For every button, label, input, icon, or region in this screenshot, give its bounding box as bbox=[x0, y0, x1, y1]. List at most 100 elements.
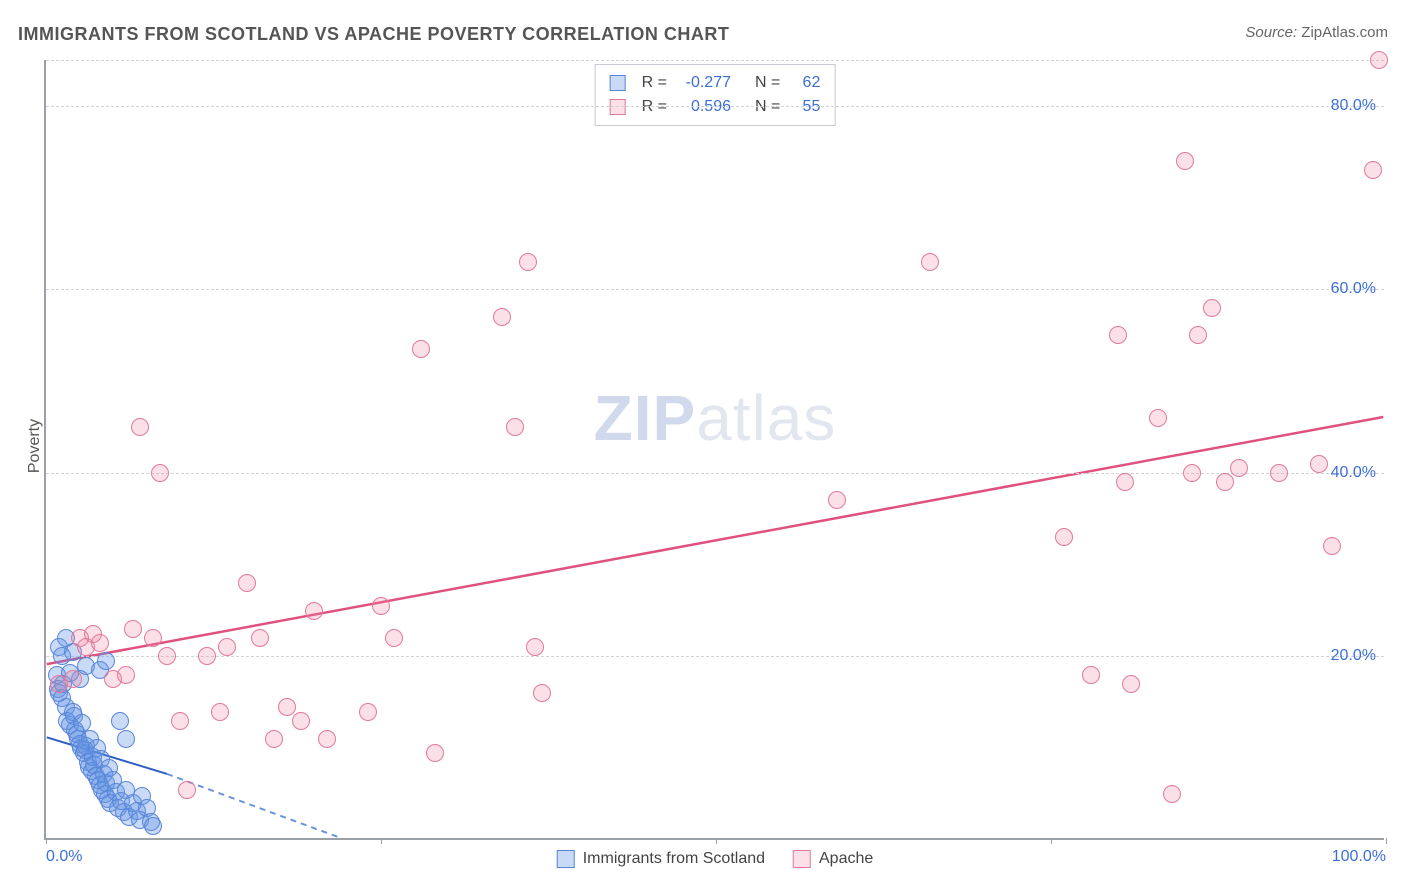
scotland-point bbox=[73, 714, 91, 732]
apache-point bbox=[171, 712, 189, 730]
gridline-h bbox=[46, 106, 1384, 107]
apache-point bbox=[117, 666, 135, 684]
apache-point bbox=[211, 703, 229, 721]
x-tick-mark bbox=[1386, 838, 1387, 844]
apache-point bbox=[372, 597, 390, 615]
apache-point bbox=[91, 634, 109, 652]
stats-legend-row: R = -0.277 N = 62 bbox=[610, 71, 821, 95]
gridline-h bbox=[46, 656, 1384, 657]
watermark-rest: atlas bbox=[696, 382, 836, 454]
x-tick-mark bbox=[381, 838, 382, 844]
y-tick-label: 60.0% bbox=[1331, 280, 1376, 298]
apache-point bbox=[506, 418, 524, 436]
apache-point bbox=[305, 602, 323, 620]
apache-point bbox=[1183, 464, 1201, 482]
series-legend: Immigrants from Scotland Apache bbox=[557, 850, 874, 868]
r-label: R = bbox=[642, 95, 667, 119]
apache-point bbox=[158, 647, 176, 665]
apache-point bbox=[178, 781, 196, 799]
apache-point bbox=[1216, 473, 1234, 491]
apache-point bbox=[533, 684, 551, 702]
y-tick-label: 80.0% bbox=[1331, 97, 1376, 115]
n-value: 62 bbox=[790, 71, 820, 95]
stats-legend-row: R = 0.596 N = 55 bbox=[610, 95, 821, 119]
series-legend-item: Apache bbox=[793, 850, 873, 868]
apache-point bbox=[1109, 326, 1127, 344]
apache-point bbox=[1310, 455, 1328, 473]
plot-area: ZIPatlas R =-0.277N =62R = 0.596N =55 Im… bbox=[44, 60, 1384, 840]
apache-point bbox=[526, 638, 544, 656]
apache-point bbox=[1203, 299, 1221, 317]
legend-swatch bbox=[793, 850, 811, 868]
n-label: N = bbox=[755, 71, 780, 95]
scotland-point bbox=[111, 712, 129, 730]
apache-point bbox=[412, 340, 430, 358]
apache-point bbox=[828, 491, 846, 509]
y-axis-label: Poverty bbox=[26, 419, 44, 473]
scotland-point bbox=[97, 652, 115, 670]
trend-lines-layer bbox=[46, 60, 1384, 838]
source-value: ZipAtlas.com bbox=[1301, 24, 1388, 41]
legend-swatch bbox=[610, 99, 626, 115]
apache-point bbox=[493, 308, 511, 326]
apache-point bbox=[1163, 785, 1181, 803]
apache-point bbox=[1122, 675, 1140, 693]
apache-point bbox=[151, 464, 169, 482]
apache-point bbox=[292, 712, 310, 730]
apache-point bbox=[1176, 152, 1194, 170]
n-label: N = bbox=[755, 95, 780, 119]
watermark-bold: ZIP bbox=[594, 382, 697, 454]
apache-point bbox=[1230, 459, 1248, 477]
apache-point bbox=[218, 638, 236, 656]
x-tick-label: 0.0% bbox=[46, 848, 82, 866]
chart-container: IMMIGRANTS FROM SCOTLAND VS APACHE POVER… bbox=[0, 0, 1406, 892]
series-legend-item: Immigrants from Scotland bbox=[557, 850, 765, 868]
r-value: -0.277 bbox=[677, 71, 731, 95]
apache-point bbox=[1364, 161, 1382, 179]
chart-title: IMMIGRANTS FROM SCOTLAND VS APACHE POVER… bbox=[18, 24, 729, 45]
x-tick-mark bbox=[46, 838, 47, 844]
trend-line bbox=[47, 417, 1384, 664]
x-tick-mark bbox=[716, 838, 717, 844]
source-attribution: Source: ZipAtlas.com bbox=[1245, 24, 1388, 41]
apache-point bbox=[1323, 537, 1341, 555]
apache-point bbox=[238, 574, 256, 592]
x-tick-mark bbox=[1051, 838, 1052, 844]
apache-point bbox=[426, 744, 444, 762]
gridline-h bbox=[46, 60, 1384, 61]
apache-point bbox=[1149, 409, 1167, 427]
gridline-h bbox=[46, 289, 1384, 290]
r-label: R = bbox=[642, 71, 667, 95]
x-tick-label: 100.0% bbox=[1332, 848, 1386, 866]
apache-point bbox=[1189, 326, 1207, 344]
apache-point bbox=[131, 418, 149, 436]
y-tick-label: 20.0% bbox=[1331, 647, 1376, 665]
apache-point bbox=[519, 253, 537, 271]
r-value: 0.596 bbox=[677, 95, 731, 119]
apache-point bbox=[144, 629, 162, 647]
apache-point bbox=[265, 730, 283, 748]
source-label: Source: bbox=[1245, 24, 1297, 41]
apache-point bbox=[1270, 464, 1288, 482]
apache-point bbox=[359, 703, 377, 721]
stats-legend: R = -0.277 N = 62 R = 0.596 N = 55 bbox=[595, 64, 836, 126]
legend-swatch bbox=[557, 850, 575, 868]
apache-point bbox=[251, 629, 269, 647]
apache-point bbox=[1370, 51, 1388, 69]
scotland-point bbox=[117, 730, 135, 748]
apache-point bbox=[385, 629, 403, 647]
watermark: ZIPatlas bbox=[594, 381, 837, 455]
series-legend-label: Apache bbox=[819, 850, 873, 868]
apache-point bbox=[1055, 528, 1073, 546]
apache-point bbox=[1116, 473, 1134, 491]
apache-point bbox=[198, 647, 216, 665]
apache-point bbox=[124, 620, 142, 638]
apache-point bbox=[921, 253, 939, 271]
apache-point bbox=[1082, 666, 1100, 684]
y-tick-label: 40.0% bbox=[1331, 464, 1376, 482]
series-legend-label: Immigrants from Scotland bbox=[583, 850, 765, 868]
scotland-point bbox=[144, 817, 162, 835]
legend-swatch bbox=[610, 75, 626, 91]
apache-point bbox=[318, 730, 336, 748]
n-value: 55 bbox=[790, 95, 820, 119]
